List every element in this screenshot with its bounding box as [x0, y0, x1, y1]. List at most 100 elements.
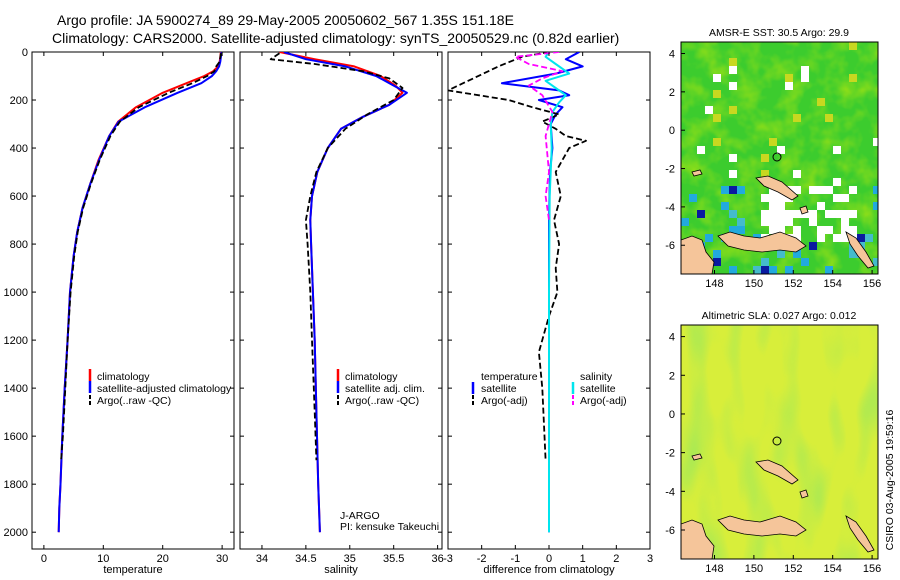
legend-label-sal-argo: Argo(-adj)	[580, 395, 627, 407]
temperature-panel: 0 10 20 30 0 200 400 600 800 1000 1200 1400 1600 180…	[4, 47, 235, 576]
sst_map-ytick-label: 4	[669, 49, 675, 61]
sst-data-cell	[689, 194, 697, 202]
sst_map-xtick-label: 148	[705, 278, 723, 290]
difference-xtick-label: -2	[477, 553, 487, 565]
legend-heading-temperature: temperature	[481, 371, 538, 383]
sst_map-ytick-label: 2	[669, 87, 675, 99]
difference-series-salinity-argo-adj	[514, 52, 564, 221]
sst-data-cell	[761, 218, 769, 226]
sst-data-cell	[729, 106, 737, 114]
sst-data-cell	[873, 202, 878, 210]
sst-data-cell	[753, 266, 761, 274]
sst_map-ytick-label: -4	[665, 202, 675, 214]
difference-xtick-label: 3	[647, 553, 653, 565]
sst-data-cell	[729, 186, 737, 194]
sst-data-cell	[849, 74, 857, 82]
sst-data-cell	[833, 234, 841, 242]
sst-data-cell	[817, 226, 825, 234]
sst-data-cell	[697, 146, 705, 154]
temperature-ytick-label: 800	[10, 239, 28, 251]
sst-data-cell	[737, 186, 745, 194]
sst-data-cell	[873, 138, 878, 146]
land-small-island	[799, 205, 809, 215]
sst_map-ytick-label: -6	[665, 240, 675, 252]
sst-data-cell	[833, 194, 841, 202]
sst-data-cell	[825, 210, 833, 218]
sst-data-cell	[817, 234, 825, 242]
sst-data-cell	[761, 258, 769, 266]
sst-data-cell	[793, 250, 801, 258]
sst-data-cell	[729, 66, 737, 74]
sla_map-xtick-label: 152	[784, 563, 802, 575]
sst-data-cell	[777, 210, 785, 218]
sla_map-xtick-label: 148	[705, 563, 723, 575]
temperature-legend: climatology satellite-adjusted climatolo…	[88, 369, 232, 407]
legend-label-sal-satellite: satellite	[580, 383, 616, 395]
land-papua-tail	[717, 515, 807, 537]
sst-data-cell	[729, 82, 737, 90]
sst-data-cell	[793, 114, 801, 122]
sst-data-cell	[713, 250, 721, 258]
sst-data-cell	[785, 210, 793, 218]
temperature-xtick-label: 20	[157, 553, 169, 565]
sst_map-xtick-label: 150	[745, 278, 763, 290]
salinity-xtick-label: 34.5	[295, 553, 316, 565]
sla_map-ytick-label: -2	[665, 448, 675, 460]
sst-data-cell	[801, 66, 809, 74]
sst-data-cell	[721, 202, 729, 210]
legend-label-satellite: satellite adj. clim.	[345, 383, 425, 395]
sst_map-xtick-label: 156	[863, 278, 881, 290]
sst-data-cell	[825, 186, 833, 194]
land-small-island	[799, 489, 809, 499]
difference-xtick-label: 1	[580, 553, 586, 565]
sst-data-cell	[825, 114, 833, 122]
difference-xtick-label: -1	[510, 553, 520, 565]
sst-data-cell	[729, 210, 737, 218]
sst-data-cell	[729, 266, 737, 274]
sst_map-ytick-label: -2	[665, 164, 675, 176]
difference-xtick-label: 0	[546, 553, 552, 565]
legend-label-argo: Argo(..raw -QC)	[345, 395, 419, 407]
difference-series-temperature-argo-adj	[448, 52, 587, 461]
sst-data-cell	[729, 170, 737, 178]
sst-data-cell	[817, 98, 825, 106]
legend-label-temp-satellite: satellite	[481, 383, 517, 395]
difference-panel: -3 -2 -1 0 1 2 3 difference from climatology t…	[443, 51, 653, 576]
sst-data-cell	[761, 266, 769, 274]
sst-data-cell	[737, 226, 745, 234]
sst-data-cell	[849, 210, 857, 218]
land-new-guinea	[681, 519, 715, 559]
sst-data-cell	[873, 258, 878, 266]
sla_map-xtick-label: 154	[824, 563, 842, 575]
sst-data-cell	[793, 226, 801, 234]
sst-data-cell	[769, 138, 777, 146]
sst-data-cell	[769, 218, 777, 226]
sst-data-cell	[713, 138, 721, 146]
sla-map-title: Altimetric SLA: 0.027 Argo: 0.012	[702, 310, 857, 322]
sst-data-cell	[793, 210, 801, 218]
legend-label-satellite: satellite-adjusted climatology	[97, 383, 232, 395]
sst-data-cell	[681, 218, 689, 226]
legend-heading-salinity: salinity	[580, 371, 613, 383]
sst-data-cell	[713, 114, 721, 122]
sst-data-cell	[713, 74, 721, 82]
sst-data-cell	[729, 58, 737, 66]
sst-data-cell	[729, 154, 737, 162]
sst-data-cell	[777, 202, 785, 210]
difference-xlabel: difference from climatology	[483, 564, 615, 576]
salinity-xtick-label: 34	[256, 553, 268, 565]
sst-data-cell	[785, 218, 793, 226]
sst-data-cell	[713, 90, 721, 98]
legend-label-climatology: climatology	[345, 371, 398, 383]
legend-label-argo: Argo(..raw -QC)	[97, 395, 171, 407]
temperature-series-argo-raw-qc	[60, 53, 222, 461]
sst-data-cell	[769, 202, 777, 210]
temperature-ytick-label: 1000	[4, 287, 28, 299]
sst-data-cell	[809, 218, 817, 226]
sst-data-cell	[761, 194, 769, 202]
sst-data-cell	[849, 226, 857, 234]
sst-data-cell	[785, 82, 793, 90]
sst_map-xtick-label: 152	[784, 278, 802, 290]
temperature-ytick-label: 2000	[4, 527, 28, 539]
sst-data-cell	[801, 74, 809, 82]
